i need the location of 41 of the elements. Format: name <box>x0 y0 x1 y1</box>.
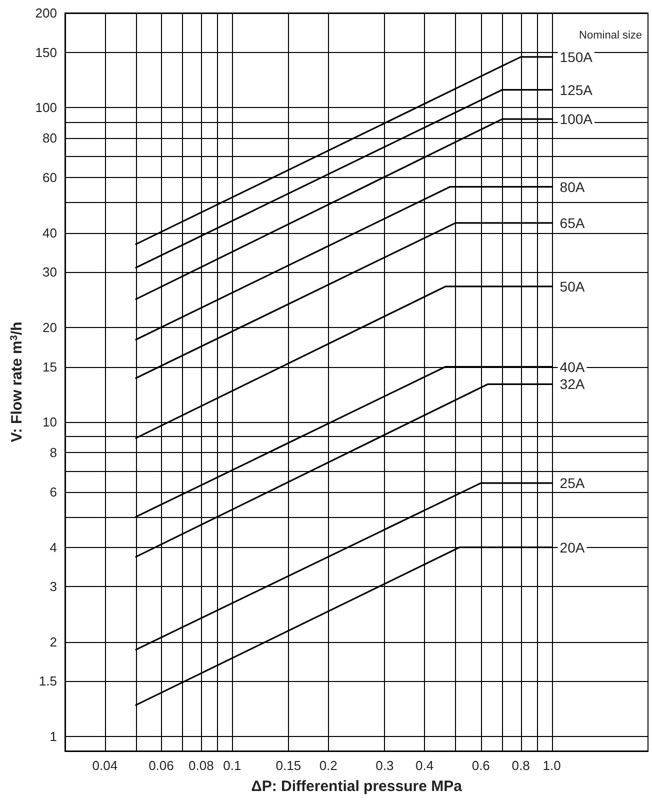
y-tick-label: 20 <box>42 320 57 335</box>
y-tick-label: 30 <box>42 264 57 280</box>
y-tick-label: 100 <box>35 100 57 116</box>
x-axis-title: ΔP: Differential pressure MPa <box>251 778 463 795</box>
y-tick-label: 1.5 <box>38 674 57 689</box>
y-tick-label: 2 <box>50 634 57 650</box>
series-label: 25A <box>560 475 586 492</box>
y-tick-label: 8 <box>50 445 57 460</box>
series-label: 65A <box>560 214 586 231</box>
y-tick-label: 6 <box>50 484 57 500</box>
x-tick-label: 0.1 <box>223 758 242 773</box>
x-tick-label: 0.04 <box>92 758 118 773</box>
series-label: 150A <box>560 48 594 65</box>
y-tick-label: 80 <box>42 130 57 146</box>
x-tick-label: 0.4 <box>416 758 434 773</box>
y-tick-label: 150 <box>35 44 57 60</box>
series-label: 125A <box>560 82 594 98</box>
x-tick-label: 0.08 <box>188 758 214 773</box>
x-tick-label: 0.06 <box>148 758 174 773</box>
series-label: 50A <box>560 278 586 294</box>
y-tick-label: 1 <box>50 729 57 744</box>
y-tick-label: 40 <box>42 225 57 240</box>
y-tick-label: 10 <box>42 414 57 430</box>
x-tick-label: 0.2 <box>319 758 338 773</box>
y-tick-label: 60 <box>42 170 57 185</box>
x-tick-label: 0.6 <box>472 758 490 773</box>
series-label: 100A <box>560 111 594 128</box>
y-axis-title: V: Flow rate m3/h <box>8 322 26 442</box>
legend-title: Nominal size <box>579 30 642 42</box>
x-tick-label: 1.0 <box>542 758 561 773</box>
series-label: 80A <box>560 178 586 195</box>
series-label: 40A <box>560 358 586 375</box>
y-tick-label: 4 <box>50 540 57 555</box>
y-tick-label: 200 <box>35 6 57 20</box>
x-tick-label: 0.15 <box>276 758 302 773</box>
x-tick-label: 0.3 <box>376 758 394 773</box>
series-label: 32A <box>560 376 586 392</box>
y-tick-label: 15 <box>42 359 57 374</box>
x-tick-label: 0.8 <box>512 758 530 773</box>
y-tick-label: 3 <box>50 579 57 594</box>
series-label: 20A <box>560 539 586 556</box>
